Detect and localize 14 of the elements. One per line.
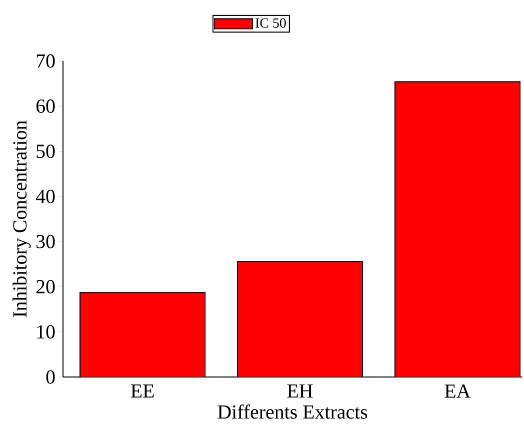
x-tick-label: EE [130,384,154,398]
y-tick-label: 30 [36,234,55,248]
y-axis-title: Inhibitory Concentration [12,120,31,318]
x-tick-label: EA [444,384,471,398]
y-tick-label: 50 [36,144,55,158]
y-tick-label: 70 [36,54,55,68]
x-tick-label: EH [287,384,313,398]
x-axis-title: Differents Extracts [218,404,368,419]
legend-label: IC 50 [256,18,286,28]
y-tick-label: 10 [37,325,55,339]
y-tick-label: 20 [36,280,55,294]
y-tick-label: 60 [36,99,55,113]
y-tick-label: 0 [46,370,55,384]
y-tick-label: 40 [36,190,55,204]
